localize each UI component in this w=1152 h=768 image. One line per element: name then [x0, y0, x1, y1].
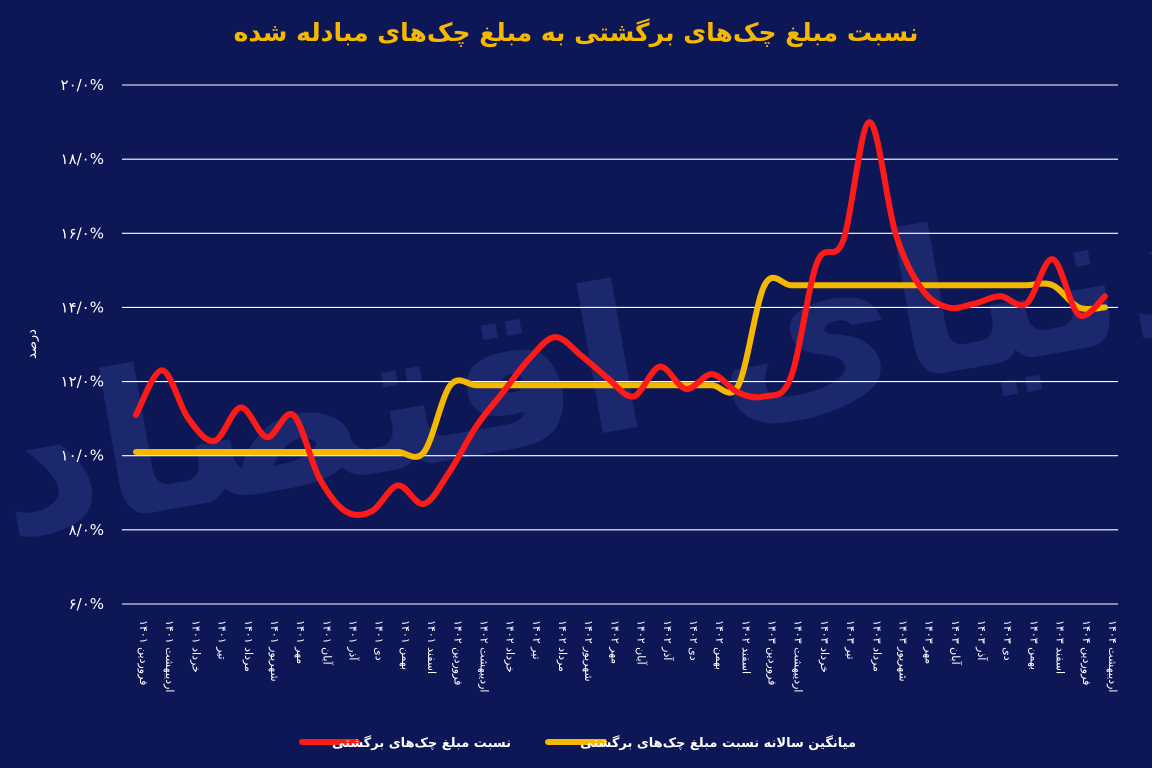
x-tick-label: خرداد ۱۴۰۱ — [189, 620, 202, 673]
x-tick-label: اردیبهشت ۱۴۰۳ — [792, 620, 805, 692]
x-tick-label: آذر ۱۴۰۲ — [661, 620, 675, 661]
x-tick-label: دی ۱۴۰۲ — [687, 620, 700, 661]
y-tick-label: ۱۸/۰% — [61, 150, 104, 168]
series-layer — [133, 119, 1108, 519]
x-tick-label: فروردین ۱۴۰۲ — [451, 620, 464, 685]
x-tick-label: آبان ۱۴۰۱ — [320, 620, 334, 666]
x-tick-label: دی ۱۴۰۳ — [1001, 620, 1014, 661]
x-tick-label: خرداد ۱۴۰۲ — [504, 620, 517, 673]
x-tick-label: مهر ۱۴۰۱ — [294, 620, 307, 664]
x-tick-label: اردیبهشت ۱۴۰۲ — [477, 620, 490, 692]
x-tick-label: مرداد ۱۴۰۲ — [556, 620, 569, 672]
grid-layer — [122, 84, 1118, 605]
series-line-ratio — [133, 119, 1108, 519]
x-tick-label: مرداد ۱۴۰۳ — [870, 620, 883, 672]
x-tick-label: آذر ۱۴۰۳ — [975, 620, 989, 661]
series-line-average — [133, 274, 1108, 460]
y-axis-ticks: ۶/۰% ۸/۰% ۱۰/۰% ۱۲/۰% ۱۴/۰% ۱۶/۰% ۱۸/۰% ۲۰/۰% — [61, 76, 104, 613]
x-tick-label: اردیبهشت ۱۴۰۴ — [1106, 620, 1119, 692]
x-tick-label: مهر ۱۴۰۳ — [923, 620, 936, 664]
x-tick-label: آذر ۱۴۰۱ — [347, 620, 361, 661]
x-tick-label: مهر ۱۴۰۲ — [608, 620, 621, 664]
x-tick-label: شهریور ۱۴۰۲ — [582, 620, 595, 682]
x-tick-label: دی ۱۴۰۱ — [373, 620, 386, 661]
y-tick-label: ۱۲/۰% — [61, 373, 104, 391]
x-tick-label: شهریور ۱۴۰۳ — [896, 620, 909, 682]
x-tick-label: بهمن ۱۴۰۲ — [713, 620, 726, 670]
x-tick-label: شهریور ۱۴۰۱ — [268, 620, 281, 682]
x-tick-label: تیر ۱۴۰۱ — [216, 620, 229, 660]
x-tick-label: خرداد ۱۴۰۳ — [818, 620, 831, 673]
y-tick-label: ۱۴/۰% — [61, 298, 104, 316]
legend-label: نسبت مبلغ چک‌های برگشتی — [332, 735, 511, 751]
x-tick-label: مرداد ۱۴۰۱ — [242, 620, 255, 672]
y-tick-label: ۸/۰% — [69, 521, 104, 539]
chart-title: نسبت مبلغ چک‌های برگشتی به مبلغ چک‌های م… — [233, 18, 919, 47]
x-tick-label: اسفند ۱۴۰۳ — [1054, 620, 1067, 674]
watermark-text: دنیای اقتصاد — [0, 140, 1152, 585]
x-axis-ticks: فروردین ۱۴۰۱ اردیبهشت ۱۴۰۱ خرداد ۱۴۰۱ تیر ۱… — [137, 620, 1119, 692]
x-tick-label: فروردین ۱۴۰۳ — [766, 620, 779, 685]
x-tick-label: تیر ۱۴۰۳ — [844, 620, 857, 660]
y-tick-label: ۱۰/۰% — [61, 447, 104, 465]
x-tick-label: آبان ۱۴۰۲ — [635, 620, 649, 666]
x-tick-label: تیر ۱۴۰۲ — [530, 620, 543, 660]
legend-label: میانگین سالانه نسبت مبلغ چک‌های برگشتی — [580, 735, 856, 751]
y-axis-label: درصد — [25, 329, 40, 359]
legend: نسبت مبلغ چک‌های برگشتی میانگین سالانه نس… — [299, 735, 856, 751]
x-tick-label: آبان ۱۴۰۳ — [949, 620, 963, 666]
y-tick-label: ۲۰/۰% — [61, 76, 104, 94]
x-tick-label: اسفند ۱۴۰۱ — [425, 620, 438, 674]
y-tick-label: ۶/۰% — [69, 595, 104, 613]
x-tick-label: بهمن ۱۴۰۱ — [399, 620, 412, 670]
x-tick-label: فروردین ۱۴۰۴ — [1080, 620, 1093, 685]
x-tick-label: اسفند ۱۴۰۲ — [739, 620, 752, 674]
x-tick-label: فروردین ۱۴۰۱ — [137, 620, 150, 685]
y-tick-label: ۱۶/۰% — [61, 224, 104, 242]
x-tick-label: اردیبهشت ۱۴۰۱ — [163, 620, 176, 692]
x-tick-label: بهمن ۱۴۰۳ — [1027, 620, 1040, 670]
